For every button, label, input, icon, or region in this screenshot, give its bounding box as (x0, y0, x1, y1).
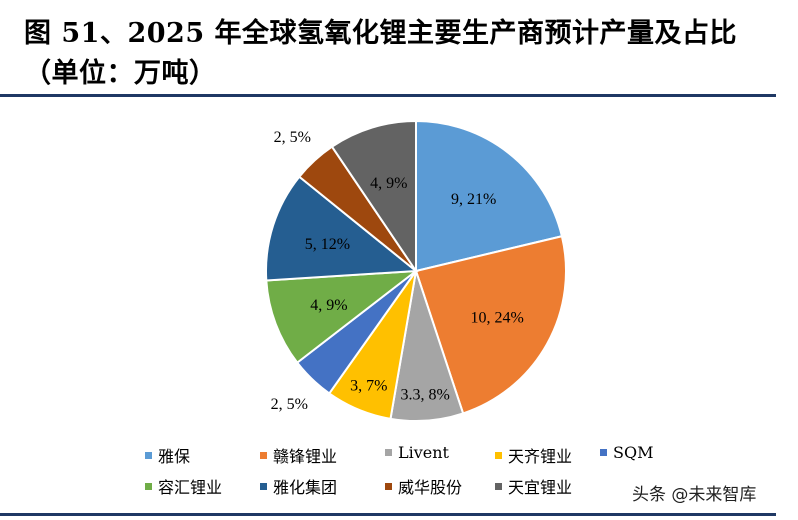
pie-slice-6 (265, 175, 419, 282)
data-label: 3.3, 8% (400, 387, 449, 404)
data-label: 2, 5% (271, 396, 308, 413)
legend-label: 容汇锂业 (158, 478, 223, 497)
data-label: 2, 5% (274, 129, 311, 146)
legend-swatch (385, 482, 392, 490)
legend-label: 雅保 (158, 447, 191, 466)
data-label: 4, 9% (370, 175, 407, 192)
bottom-divider (0, 513, 776, 516)
legend-item: Livent (385, 443, 449, 462)
legend-item: 天齐锂业 (495, 443, 572, 467)
legend-swatch (385, 449, 392, 456)
data-label: 5, 12% (305, 236, 350, 253)
data-label: 3, 7% (350, 378, 387, 395)
legend-swatch (495, 451, 502, 459)
legend-swatch (260, 482, 267, 490)
pie-slice-1 (414, 235, 567, 415)
legend-swatch (600, 449, 607, 456)
legend-item: 赣锋锂业 (260, 443, 337, 467)
legend-swatch (260, 451, 267, 459)
legend-item: 雅化集团 (260, 474, 337, 498)
data-label: 9, 21% (451, 191, 496, 208)
data-label: 10, 24% (471, 309, 524, 326)
pie-slice-0 (415, 119, 564, 273)
legend-label: 雅化集团 (273, 478, 338, 497)
legend-item: 雅保 (145, 443, 190, 467)
chart-title: 图 51、2025 年全球氢氧化锂主要生产商预计产量及占比（单位：万吨） (24, 18, 738, 89)
legend-item: SQM (600, 443, 653, 462)
pie-slice-5 (265, 269, 420, 365)
legend-label: Livent (398, 443, 449, 462)
legend-swatch (495, 482, 502, 490)
legend-swatch (145, 482, 152, 490)
title-divider (0, 94, 776, 97)
data-label: 4, 9% (310, 297, 347, 314)
legend-swatch (145, 451, 152, 459)
legend-item: 天宜锂业 (495, 474, 572, 498)
legend-label: 天宜锂业 (508, 478, 573, 497)
pie-slice-8 (330, 119, 417, 275)
legend-label: 威华股份 (398, 478, 463, 497)
legend-item: 威华股份 (385, 474, 462, 498)
legend-label: 天齐锂业 (508, 447, 573, 466)
legend-label: 赣锋锂业 (273, 447, 338, 466)
legend-item: 容汇锂业 (145, 474, 222, 498)
watermark: 头条 @未来智库 (632, 485, 757, 505)
legend-label: SQM (613, 443, 654, 462)
